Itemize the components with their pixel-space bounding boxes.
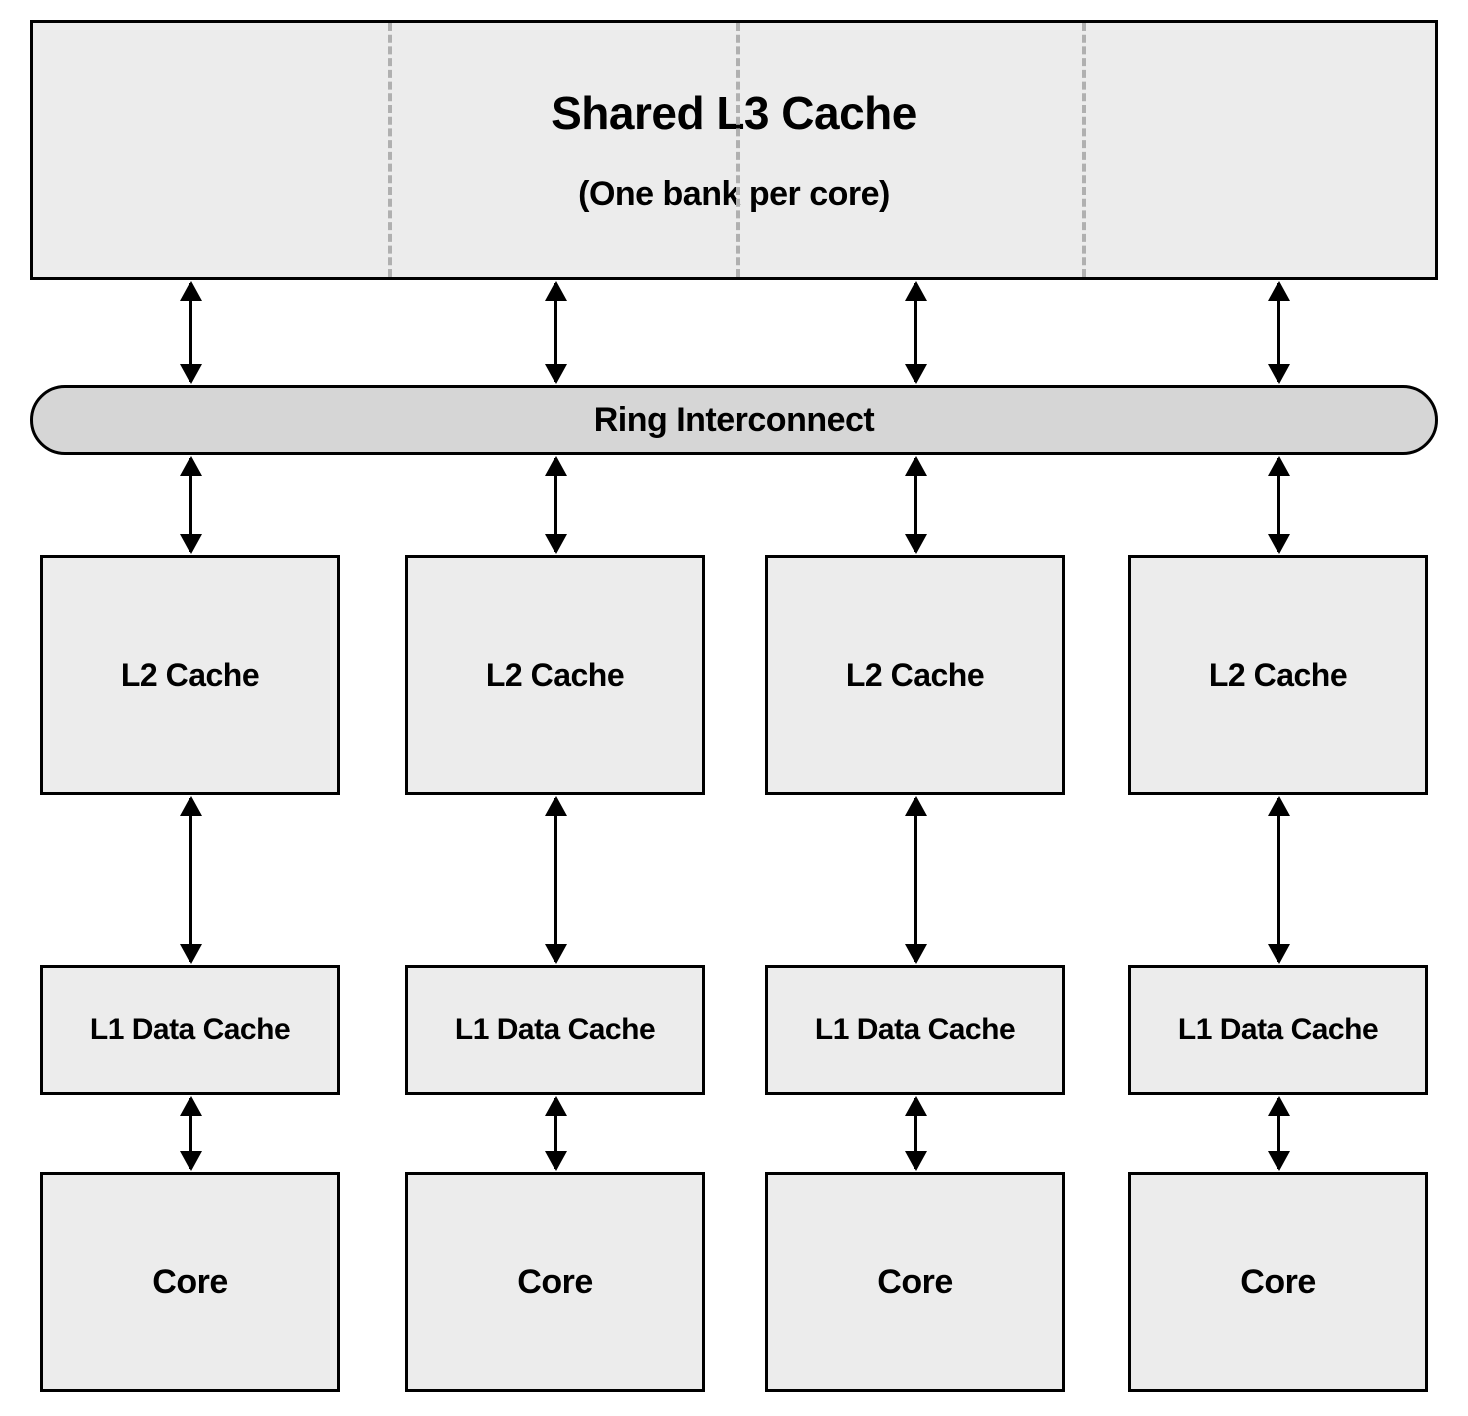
core-box: Core bbox=[1128, 1172, 1428, 1392]
core-box: Core bbox=[40, 1172, 340, 1392]
l3-cache-box: Shared L3 Cache (One bank per core) bbox=[30, 20, 1438, 280]
core-box: Core bbox=[405, 1172, 705, 1392]
l1-cache-box: L1 Data Cache bbox=[1128, 965, 1428, 1095]
l1-cache-box: L1 Data Cache bbox=[405, 965, 705, 1095]
l2-cache-box: L2 Cache bbox=[765, 555, 1065, 795]
l3-title: Shared L3 Cache bbox=[551, 86, 917, 140]
core-box: Core bbox=[765, 1172, 1065, 1392]
l3-bank-divider bbox=[1082, 23, 1086, 277]
ring-label: Ring Interconnect bbox=[594, 401, 875, 440]
ring-interconnect: Ring Interconnect bbox=[30, 385, 1438, 455]
l2-cache-box: L2 Cache bbox=[405, 555, 705, 795]
l2-cache-box: L2 Cache bbox=[1128, 555, 1428, 795]
l2-cache-box: L2 Cache bbox=[40, 555, 340, 795]
l3-bank-divider bbox=[736, 23, 740, 277]
l1-cache-box: L1 Data Cache bbox=[40, 965, 340, 1095]
l3-subtitle: (One bank per core) bbox=[578, 175, 890, 214]
l1-cache-box: L1 Data Cache bbox=[765, 965, 1065, 1095]
l3-bank-divider bbox=[388, 23, 392, 277]
